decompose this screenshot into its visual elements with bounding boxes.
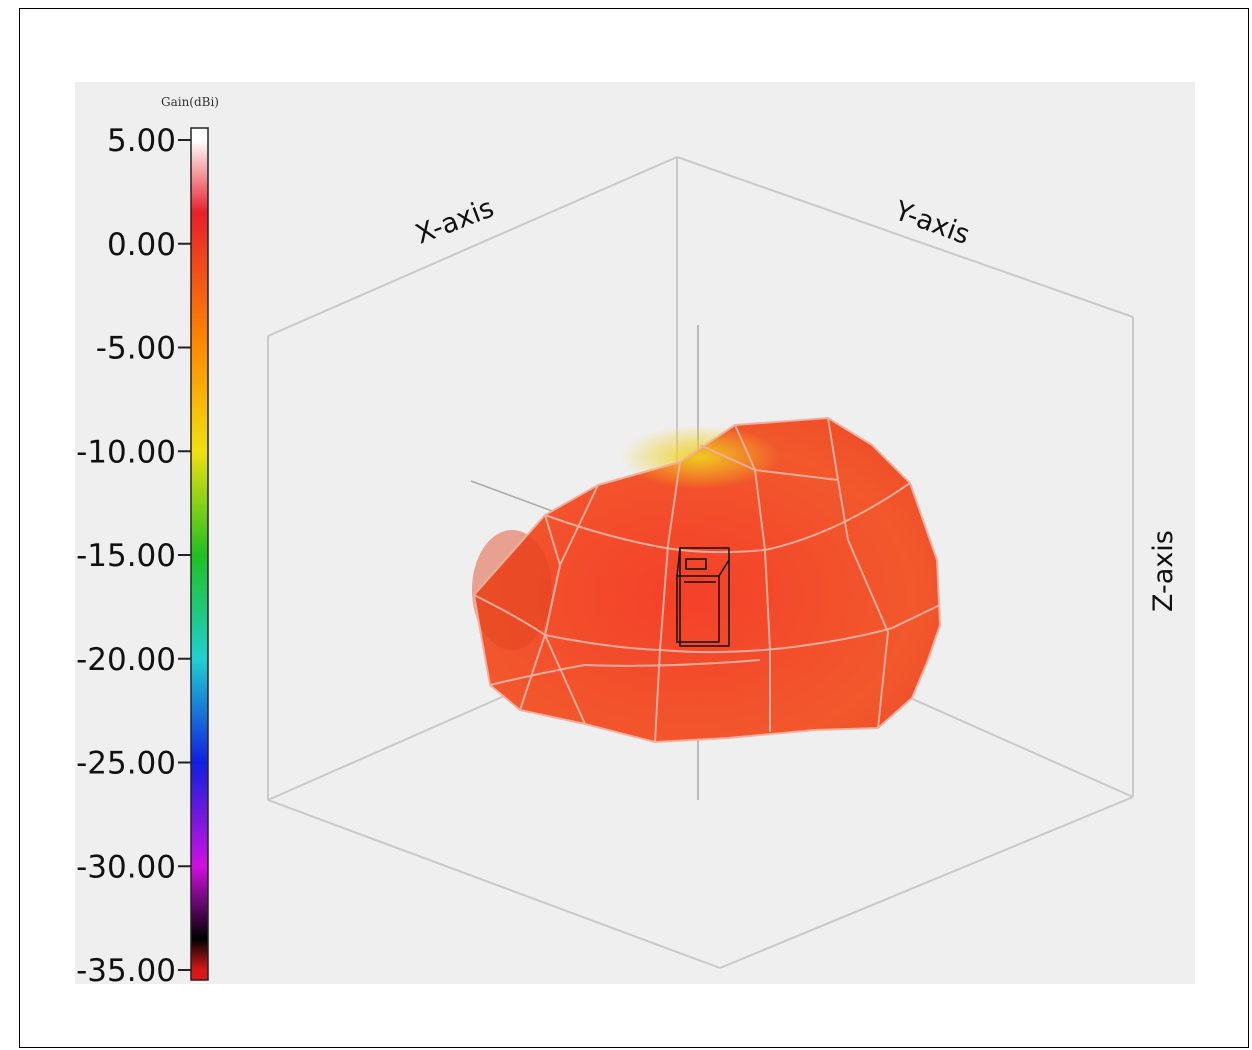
colorbar-tick-label: -20.00 — [76, 642, 176, 678]
bounding-box — [267, 156, 1134, 969]
colorbar-tick-label: 5.00 — [107, 123, 176, 159]
colorbar-tick-label: 0.00 — [107, 227, 176, 263]
box-edge — [676, 156, 1134, 318]
surface-peak-highlight — [620, 425, 780, 489]
colorbar-ticks: 5.00 0.00 -5.00 -10.00 -15.00 -20.00 -25.00 -30… — [76, 123, 191, 989]
colorbar-bar — [190, 127, 209, 981]
box-edge — [267, 799, 721, 969]
surface-shade-left — [472, 530, 552, 650]
colorbar-tick-label: -5.00 — [96, 331, 176, 367]
box-edge — [267, 156, 678, 337]
y-axis-label: Y-axis — [890, 195, 974, 251]
colorbar-tick-label: -15.00 — [76, 538, 176, 574]
device-outline — [676, 547, 730, 647]
colorbar-tick-label: -35.00 — [76, 953, 176, 989]
center-axis-x — [470, 480, 556, 513]
colorbar-tick-label: -25.00 — [76, 746, 176, 782]
colorbar-tick-label: -30.00 — [76, 849, 176, 885]
device-front — [676, 575, 720, 643]
surface-mesh — [472, 416, 942, 744]
colorbar: Gain(dBi) 5.00 0.00 -5.00 -10.00 -15.00 -20.0… — [76, 95, 219, 989]
radiation-surface — [472, 416, 942, 744]
device-back — [679, 547, 730, 647]
z-axis-label: Z-axis — [1148, 530, 1179, 612]
device-display — [685, 558, 707, 570]
box-edge — [719, 796, 1134, 969]
colorbar-tick-label: -10.00 — [76, 434, 176, 470]
colorbar-title: Gain(dBi) — [161, 95, 219, 109]
